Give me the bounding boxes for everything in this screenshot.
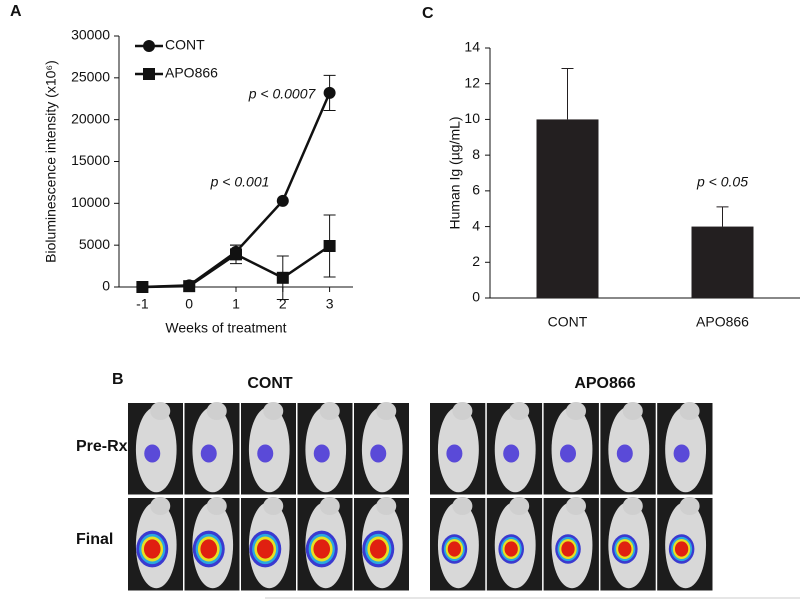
group-title: CONT — [247, 375, 293, 392]
mouse-head — [509, 402, 530, 420]
mouse-head — [566, 402, 586, 420]
signal — [144, 444, 161, 463]
marker — [323, 86, 336, 99]
signal — [674, 541, 689, 557]
y-tick-label: 14 — [464, 39, 480, 55]
legend-marker — [143, 40, 155, 52]
signal — [618, 541, 632, 557]
y-axis-label: Human Ig (µg/mL) — [447, 116, 463, 229]
y-tick-label: 8 — [472, 146, 480, 162]
legend-label: APO866 — [165, 65, 218, 81]
mouse-head — [566, 497, 586, 515]
group-title: APO866 — [574, 375, 635, 392]
y-tick-label: 6 — [472, 182, 480, 198]
signal — [200, 444, 217, 463]
signal — [369, 539, 387, 559]
y-tick-label: 5000 — [79, 236, 110, 252]
signal — [143, 539, 161, 559]
legend-marker — [143, 68, 155, 80]
y-tick-label: 10000 — [71, 194, 110, 210]
y-tick-label: 30000 — [71, 27, 110, 43]
photo-grid — [128, 402, 713, 591]
y-tick-label: 12 — [464, 74, 480, 90]
mouse-head — [452, 402, 473, 420]
error-bar — [716, 206, 729, 227]
x-tick-label: 3 — [326, 296, 334, 312]
marker — [230, 248, 242, 261]
signal — [447, 541, 462, 557]
signal — [446, 444, 463, 463]
panel-label: A — [10, 3, 22, 20]
y-tick-label: 0 — [472, 289, 480, 305]
signal — [256, 539, 274, 559]
bar — [691, 226, 754, 298]
signal — [616, 444, 633, 463]
mouse-head — [150, 497, 171, 515]
signal — [370, 444, 387, 463]
marker — [276, 271, 289, 284]
y-axis-label: Bioluminescence intensity (x10⁶) — [43, 60, 59, 263]
marker — [183, 280, 196, 293]
marker — [276, 194, 289, 207]
mouse-head — [206, 402, 227, 420]
x-tick-label: 0 — [185, 296, 193, 312]
row-label: Final — [76, 531, 113, 548]
mouse-head — [206, 497, 227, 515]
mouse-head — [509, 497, 530, 515]
signal — [560, 444, 576, 463]
signal — [503, 444, 520, 463]
x-tick-label: -1 — [136, 296, 149, 312]
mouse-head — [622, 402, 643, 420]
x-tick-label: CONT — [548, 314, 588, 330]
y-tick-label: 25000 — [71, 69, 110, 85]
mouse-head — [679, 402, 700, 420]
signal — [504, 541, 518, 557]
x-tick-label: 1 — [232, 296, 240, 312]
mouse-head — [679, 497, 700, 515]
mouse-head — [263, 402, 284, 420]
bar — [536, 119, 599, 298]
y-tick-label: 20000 — [71, 110, 110, 126]
mouse-head — [263, 497, 284, 515]
mouse-head — [376, 402, 397, 420]
y-tick-label: 0 — [102, 278, 110, 294]
signal — [561, 541, 575, 557]
signal — [673, 444, 690, 463]
row-label: Pre-Rx — [76, 438, 128, 455]
mouse-head — [622, 497, 643, 515]
marker — [323, 240, 336, 253]
panel-label: C — [422, 5, 434, 22]
y-tick-label: 2 — [472, 253, 480, 269]
marker — [136, 281, 149, 293]
signal — [313, 539, 331, 559]
x-tick-label: 2 — [279, 296, 287, 312]
mouse-head — [319, 402, 340, 420]
signal — [313, 444, 330, 463]
annotation: p < 0.0007 — [248, 86, 317, 102]
x-tick-label: APO866 — [696, 314, 749, 330]
mouse-head — [376, 497, 397, 515]
y-tick-label: 10 — [464, 110, 480, 126]
legend-label: CONT — [165, 37, 205, 53]
annotation: p < 0.001 — [210, 174, 270, 190]
signal — [200, 539, 218, 559]
x-axis-label: Weeks of treatment — [165, 320, 286, 336]
y-tick-label: 4 — [472, 217, 480, 233]
mouse-head — [150, 402, 171, 420]
error-bar — [561, 68, 574, 120]
y-tick-label: 15000 — [71, 152, 110, 168]
panel-label: B — [112, 371, 124, 388]
mouse-head — [452, 497, 473, 515]
mouse-head — [319, 497, 340, 515]
signal — [257, 444, 274, 463]
annotation: p < 0.05 — [696, 174, 748, 190]
